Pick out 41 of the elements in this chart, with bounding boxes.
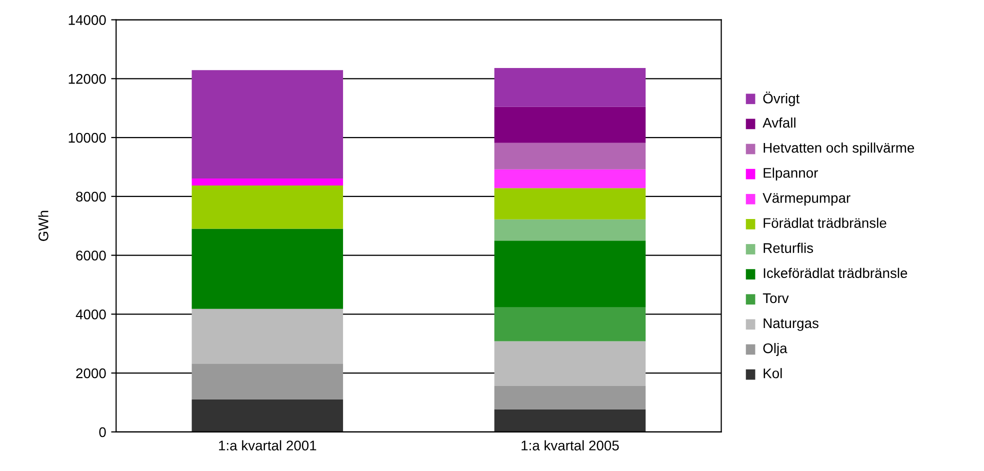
y-tick-label: 4000	[76, 309, 106, 320]
legend-label: Ickeförädlat trädbränsle	[764, 268, 908, 278]
y-tick-label: 10000	[68, 132, 106, 143]
legend-label: Elpannor	[764, 168, 818, 181]
bar	[192, 308, 344, 364]
bar	[192, 186, 344, 229]
bar	[494, 68, 646, 107]
y-tick-label: 8000	[76, 192, 106, 202]
y-tick-label: 6000	[76, 250, 106, 260]
bar	[494, 386, 646, 410]
bar	[494, 169, 646, 188]
legend-label: Värmepumpar	[762, 193, 850, 206]
y-tick-label: 0	[99, 427, 106, 438]
bar	[494, 307, 646, 342]
legend-label: Hetvatten och spillvärme	[764, 142, 914, 156]
bar	[494, 409, 646, 432]
legend-label: Förädlat trädbränsle	[764, 218, 886, 228]
bar	[192, 70, 344, 178]
y-tick-label: 2000	[76, 368, 106, 378]
bar	[494, 188, 646, 220]
legend-label: Avfall	[762, 117, 796, 128]
bar	[494, 106, 646, 143]
bar	[494, 219, 646, 241]
legend-label: Torv	[762, 293, 789, 304]
bar	[494, 341, 646, 386]
bar	[494, 240, 646, 308]
bar	[192, 228, 344, 309]
y-tick-label: 14000	[68, 15, 106, 25]
legend-label: Naturgas	[764, 318, 818, 331]
legend-label: Returflis	[764, 242, 814, 253]
bar	[494, 142, 646, 170]
bar	[192, 400, 344, 432]
x-tick-label: 1:a kvartal 2005	[522, 440, 619, 450]
legend-label: Övrigt	[763, 92, 800, 106]
legend-label: Olja	[763, 343, 788, 356]
x-tick-label: 1:a kvartal 2001	[219, 440, 316, 450]
bar	[192, 178, 344, 186]
legend-label: Kol	[764, 368, 782, 378]
y-tick-label: 12000	[68, 74, 106, 84]
bar	[192, 364, 344, 400]
y-axis-title: GWh	[38, 210, 48, 241]
